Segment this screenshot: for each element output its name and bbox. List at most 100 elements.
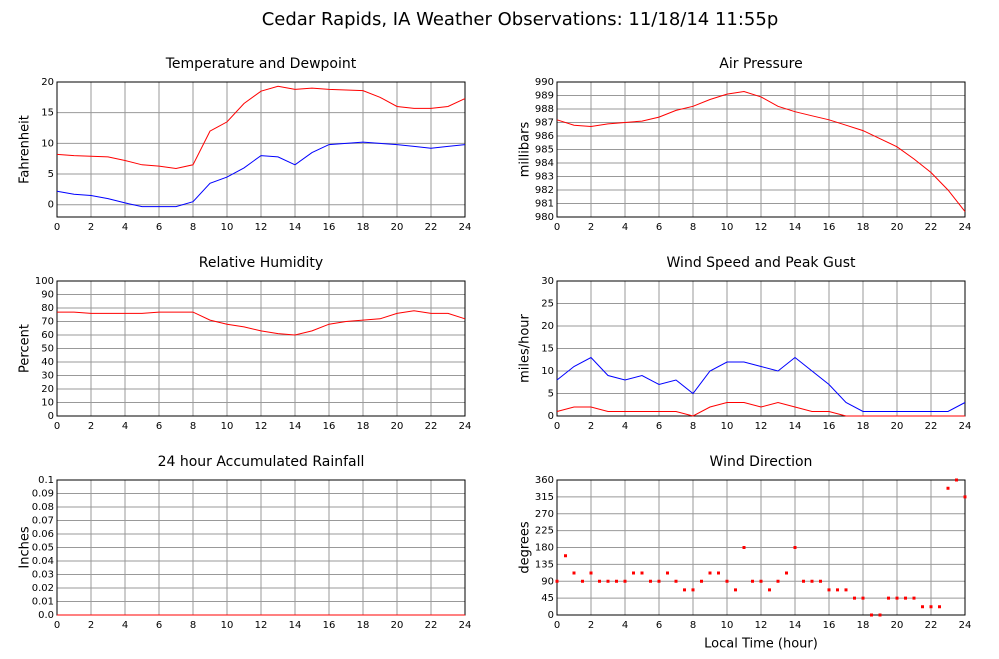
data-point	[844, 588, 848, 592]
x-tick-label: 10	[721, 421, 734, 432]
x-tick-label: 12	[755, 421, 768, 432]
y-axis-label: degrees	[518, 521, 533, 574]
data-point	[912, 596, 916, 600]
x-tick-label: 10	[221, 620, 234, 631]
x-tick-label: 12	[755, 620, 768, 631]
data-point	[870, 613, 873, 617]
x-tick-label: 2	[588, 620, 594, 631]
data-point	[581, 579, 584, 583]
x-tick-label: 10	[721, 222, 734, 233]
data-point	[861, 596, 865, 600]
x-tick-label: 16	[823, 620, 836, 631]
y-tick-label: 225	[535, 526, 554, 537]
x-tick-label: 16	[323, 222, 336, 233]
data-point	[963, 495, 967, 499]
y-tick-label: 90	[541, 576, 554, 587]
data-point	[717, 571, 720, 575]
x-tick-label: 0	[554, 421, 560, 432]
x-tick-label: 24	[959, 421, 972, 432]
data-line	[56, 85, 466, 170]
x-tick-label: 2	[88, 222, 94, 233]
x-tick-label: 2	[88, 620, 94, 631]
y-tick-label: 135	[535, 559, 554, 570]
x-tick-label: 18	[857, 421, 870, 432]
data-point	[734, 588, 737, 592]
x-tick-label: 12	[255, 222, 268, 233]
plot-frame	[556, 280, 966, 417]
data-point	[887, 596, 890, 600]
x-tick-label: 8	[690, 620, 696, 631]
x-tick-label: 4	[622, 222, 628, 233]
data-point	[640, 571, 644, 575]
x-tick-label: 14	[289, 222, 302, 233]
x-tick-label: 4	[122, 421, 128, 432]
y-tick-label: 985	[535, 145, 554, 156]
x-tick-label: 14	[289, 620, 302, 631]
y-tick-label: 10	[41, 138, 54, 149]
x-tick-label: 20	[891, 222, 904, 233]
y-tick-label: 980	[535, 212, 554, 223]
data-point	[938, 605, 941, 609]
y-tick-label: 0.04	[32, 556, 54, 567]
y-tick-label: 315	[535, 492, 554, 503]
x-tick-label: 4	[122, 222, 128, 233]
data-point	[827, 588, 831, 592]
x-tick-label: 6	[656, 620, 662, 631]
y-tick-label: 20	[41, 77, 54, 88]
x-tick-label: 22	[925, 222, 938, 233]
x-tick-label: 0	[54, 620, 60, 631]
y-tick-label: 90	[41, 290, 54, 301]
plot-frame	[56, 280, 466, 417]
x-tick-label: 12	[255, 620, 268, 631]
y-axis-label: millibars	[518, 122, 533, 178]
x-tick-label: 24	[459, 222, 472, 233]
y-tick-label: 60	[41, 330, 54, 341]
data-point	[598, 579, 601, 583]
x-tick-label: 0	[54, 222, 60, 233]
panel-title: Air Pressure	[719, 56, 802, 72]
x-tick-label: 8	[690, 222, 696, 233]
x-tick-label: 22	[925, 421, 938, 432]
y-tick-label: 100	[35, 276, 54, 287]
y-tick-label: 10	[41, 398, 54, 409]
x-tick-label: 22	[425, 222, 438, 233]
x-tick-label: 20	[891, 620, 904, 631]
plot-frame	[556, 479, 966, 616]
y-axis-label: miles/hour	[518, 313, 533, 382]
plot-frame	[556, 81, 966, 218]
y-tick-label: 984	[535, 158, 554, 169]
x-tick-label: 18	[857, 620, 870, 631]
y-tick-label: 0	[548, 411, 554, 422]
x-tick-label: 16	[823, 222, 836, 233]
x-tick-label: 22	[425, 421, 438, 432]
y-tick-label: 50	[41, 344, 54, 355]
x-tick-label: 2	[88, 421, 94, 432]
x-tick-label: 10	[721, 620, 734, 631]
x-tick-label: 8	[190, 421, 196, 432]
y-tick-label: 990	[535, 77, 554, 88]
x-tick-label: 16	[823, 421, 836, 432]
x-tick-label: 14	[289, 421, 302, 432]
y-tick-label: 981	[535, 199, 554, 210]
y-tick-label: 20	[41, 384, 54, 395]
x-tick-label: 18	[357, 421, 370, 432]
data-point	[623, 579, 627, 583]
data-line	[56, 141, 466, 208]
x-tick-label: 20	[391, 620, 404, 631]
y-tick-label: 25	[541, 299, 554, 310]
panel-title: Wind Direction	[710, 454, 813, 470]
y-axis-label: Percent	[18, 324, 33, 373]
x-tick-label: 22	[925, 620, 938, 631]
data-point	[615, 579, 618, 583]
data-point	[708, 571, 712, 575]
x-tick-label: 14	[789, 421, 802, 432]
y-tick-label: 0.05	[32, 543, 54, 554]
y-tick-label: 15	[41, 108, 54, 119]
x-tick-label: 20	[891, 421, 904, 432]
x-tick-label: 22	[425, 620, 438, 631]
data-point	[674, 579, 678, 583]
x-tick-label: 24	[459, 620, 472, 631]
x-tick-label: 18	[357, 620, 370, 631]
x-tick-label: 14	[789, 620, 802, 631]
data-point	[878, 613, 882, 617]
